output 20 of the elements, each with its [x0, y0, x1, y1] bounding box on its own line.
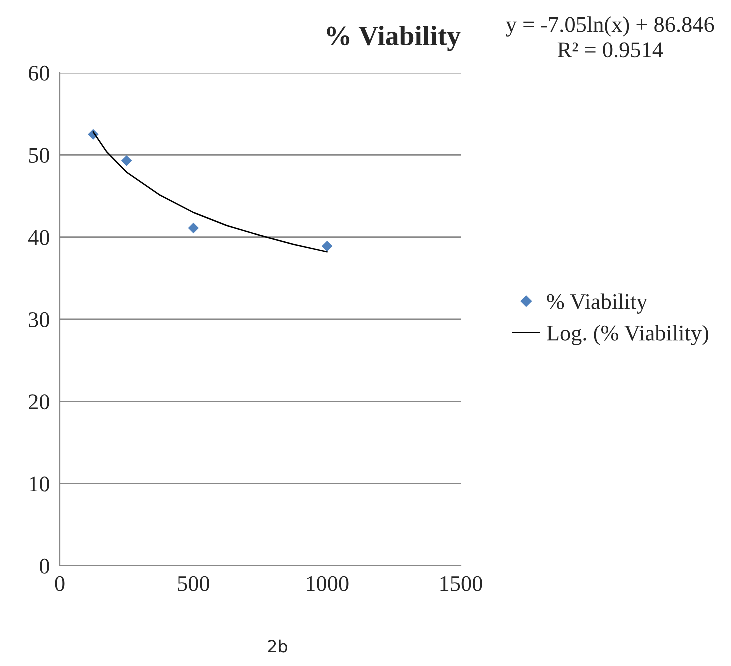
point [188, 222, 200, 234]
y-tick-label: 50 [29, 148, 50, 164]
text: R² = 0.9514 [558, 42, 664, 58]
y-tick-label: 20 [29, 394, 50, 410]
y-tick-label: 60 [29, 66, 50, 81]
chart-title: % Viability [327, 26, 461, 52]
x-tick-label: 1500 [440, 576, 482, 592]
legend-label: % Viability [547, 294, 648, 314]
x-tick-label: 1000 [307, 576, 349, 592]
legend-label: Log. (% Viability) [547, 325, 708, 346]
y-tick-label: 30 [29, 312, 50, 328]
point [322, 240, 333, 252]
text: 2b [268, 640, 288, 653]
x-tick-label: 0 [55, 576, 65, 592]
text: y = -7.05ln(x) + 86.846 [506, 16, 714, 37]
point [121, 156, 132, 166]
y-tick-label: 0 [40, 558, 50, 574]
y-tick-label: 40 [28, 230, 50, 246]
y-tick-label: 10 [30, 476, 50, 492]
x-tick-label: 500 [178, 576, 210, 592]
